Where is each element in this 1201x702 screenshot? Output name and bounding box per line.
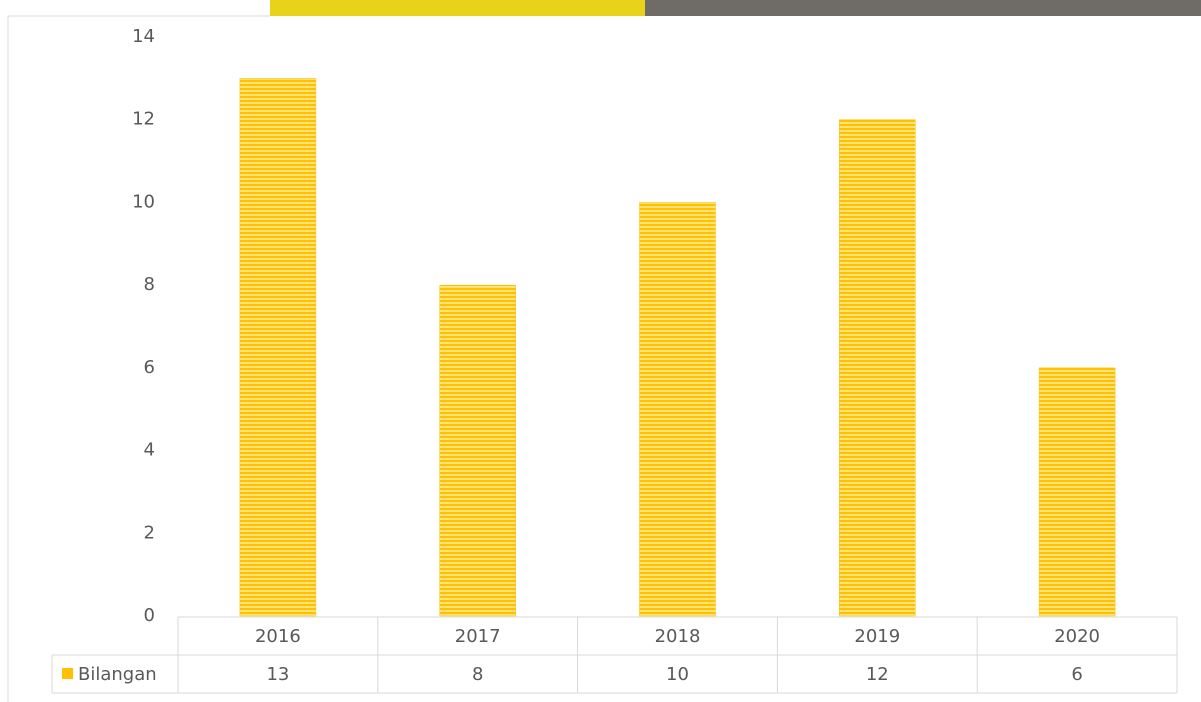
x-tick-label: 2016 (255, 626, 301, 647)
legend-label: Bilangan (78, 664, 157, 685)
y-tick-label: 2 (144, 522, 155, 543)
x-tick-label: 2019 (854, 626, 900, 647)
bar (440, 285, 516, 616)
chart: 0 2 4 6 8 10 12 14 Bilangan 13 8 10 12 6 2016 2017 2018 2… (0, 0, 1201, 702)
photo-strip (645, 0, 1201, 16)
y-tick-label: 0 (144, 605, 155, 626)
table-value: 13 (266, 664, 289, 685)
bar (1039, 368, 1115, 616)
table-value: 6 (1071, 664, 1082, 685)
bar (240, 78, 316, 616)
y-tick-label: 14 (132, 26, 155, 47)
table-value: 10 (666, 664, 689, 685)
y-tick-label: 6 (144, 357, 155, 378)
y-tick-label: 12 (132, 109, 155, 130)
table-value: 8 (472, 664, 483, 685)
x-tick-label: 2020 (1054, 626, 1100, 647)
y-tick-label: 4 (144, 440, 155, 461)
bar (640, 202, 716, 616)
table-value: 12 (866, 664, 889, 685)
photo-strip (270, 0, 645, 16)
legend-marker (62, 668, 73, 679)
bar (839, 120, 915, 616)
x-tick-label: 2018 (655, 626, 701, 647)
y-tick-label: 8 (144, 274, 155, 295)
y-tick-label: 10 (132, 191, 155, 212)
x-tick-label: 2017 (455, 626, 501, 647)
